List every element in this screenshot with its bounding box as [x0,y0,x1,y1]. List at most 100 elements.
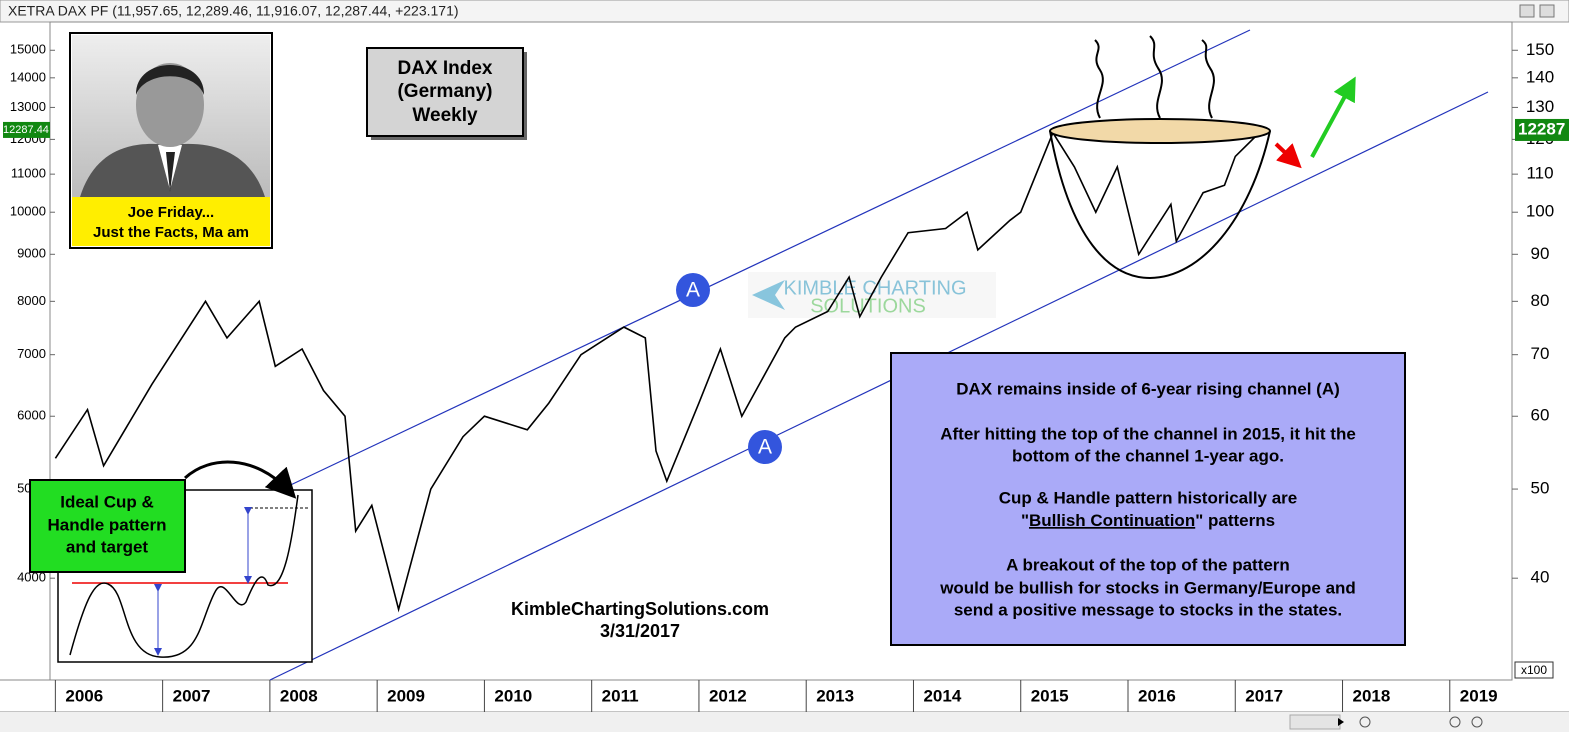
x-tick-label: 2019 [1460,686,1498,705]
steam [1094,39,1104,119]
photo-caption: Joe Friday... [128,204,214,221]
steam [1201,39,1215,119]
price-line [54,129,1263,613]
pattern-box-text: Ideal Cup & [60,492,154,511]
y2-tick-label: 90 [1531,244,1550,263]
header-icon [1519,4,1535,18]
title-box-text: DAX Index [397,58,492,79]
scroll-arrow[interactable] [1338,718,1344,726]
photo-caption: Just the Facts, Ma am [93,224,249,241]
y-tick-label: 14000 [10,69,46,84]
channel-lower [269,91,1489,681]
y-tick-label: 13000 [10,99,46,114]
y-tick-label: 6000 [17,408,46,423]
y-tick-label: 15000 [10,42,46,57]
channel-badge [748,430,782,464]
note-emphasis: Bullish Continuation [1029,511,1195,530]
zoom-out-icon[interactable] [1449,716,1461,728]
y2-tick-label: 130 [1526,97,1554,116]
note-box [890,352,1406,646]
channel-upper [279,29,1251,491]
channel-badge [676,273,710,307]
scrollbar[interactable] [0,712,1569,732]
last-price-label: 12287 [1518,119,1565,138]
y2-tick-label: 40 [1531,568,1550,587]
y-tick-label: 9000 [17,246,46,261]
note-line: bottom of the channel 1-year ago. [1012,446,1284,465]
y2-tick-label: 100 [1526,202,1554,221]
source-text: KimbleChartingSolutions.com [511,599,769,619]
note-line: After hitting the top of the channel in … [940,424,1356,443]
y2-tick-label: 60 [1531,406,1550,425]
zoom-in-icon[interactable] [1471,716,1483,728]
photo-caption-bg [72,197,270,246]
refresh-icon[interactable] [1359,716,1371,728]
title-box-text: Weekly [412,105,478,126]
note-text: DAX remains inside of 6-year rising chan… [939,379,1356,619]
last-price-label: 12287.44 [3,124,49,136]
cup-bowl [1049,130,1271,280]
x-tick-label: 2018 [1353,686,1391,705]
note-line: send a positive message to stocks in the… [954,600,1342,619]
x-tick-label: 2012 [709,686,747,705]
header-icon [1539,4,1555,18]
axes: 4000500060007000800090001000011000120001… [3,40,1569,712]
y-tick-label: 7000 [17,346,46,361]
x-tick-label: 2010 [494,686,532,705]
y2-tick-label: 150 [1526,40,1554,59]
photo-tie [166,152,175,192]
x-tick-label: 2009 [387,686,425,705]
y-tick-label: 10000 [10,204,46,219]
steam [1149,35,1163,119]
y2-axis-label: x100 [1521,663,1547,677]
title-box-text: (Germany) [397,81,492,102]
y-tick-label: 4000 [17,570,46,585]
pattern-box-text: and target [66,537,149,556]
x-tick-label: 2013 [816,686,854,705]
header-text: XETRA DAX PF (11,957.65, 12,289.46, 11,9… [8,3,459,19]
watermark-logo [752,280,785,310]
x-tick-label: 2014 [923,686,961,705]
channel-badge-text: A [686,279,700,302]
title-box [366,47,524,137]
inset-pointer [183,460,297,499]
note-quote: " patterns [1195,511,1275,530]
x-tick-label: 2016 [1138,686,1176,705]
y2-tick-label: 50 [1531,479,1550,498]
arrow-up [1310,76,1356,158]
scroll-right[interactable] [1289,714,1341,730]
watermark-text: SOLUTIONS [810,295,926,317]
note-line: A breakout of the top of the pattern [1006,555,1290,574]
note-line: DAX remains inside of 6-year rising chan… [956,379,1340,398]
y-tick-label: 11000 [11,166,46,181]
scale-box [1514,661,1554,679]
inset-curve [69,494,299,658]
note-line: would be bullish for stocks in Germany/E… [939,578,1356,597]
note-quote: " [1021,511,1029,530]
pattern-box-text: Handle pattern [47,515,166,534]
y2-tick-label: 70 [1531,344,1550,363]
note-line: Cup & Handle pattern historically are [999,488,1298,507]
pattern-box [29,479,186,573]
y-tick-label: 8000 [17,293,46,308]
photo-hair [135,65,205,95]
channel-badge-text: A [758,436,772,459]
last-price-box [1515,118,1569,141]
x-tick-label: 2007 [173,686,211,705]
x-tick-label: 2015 [1031,686,1069,705]
last-price-box [3,121,50,138]
y2-tick-label: 140 [1526,67,1554,86]
x-tick-label: 2011 [602,686,639,705]
x-tick-label: 2006 [65,686,103,705]
cup-rim [1049,118,1271,144]
note-line: "Bullish Continuation" patterns [1021,511,1275,530]
x-tick-label: 2008 [280,686,318,705]
series [54,129,1263,613]
y2-tick-label: 110 [1526,164,1553,183]
source-date: 3/31/2017 [600,621,680,641]
y2-tick-label: 80 [1531,291,1550,310]
photo-face [136,63,204,147]
x-tick-label: 2017 [1245,686,1283,705]
arrow-down [1274,142,1302,169]
